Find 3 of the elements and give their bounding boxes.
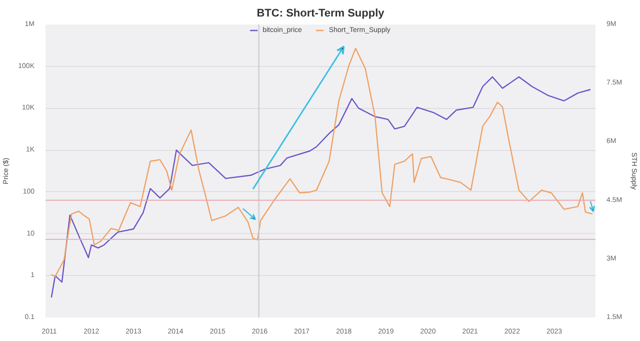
line-series bbox=[50, 76, 592, 298]
chart-title: BTC: Short-Term Supply bbox=[256, 8, 386, 20]
line-series bbox=[50, 48, 594, 278]
